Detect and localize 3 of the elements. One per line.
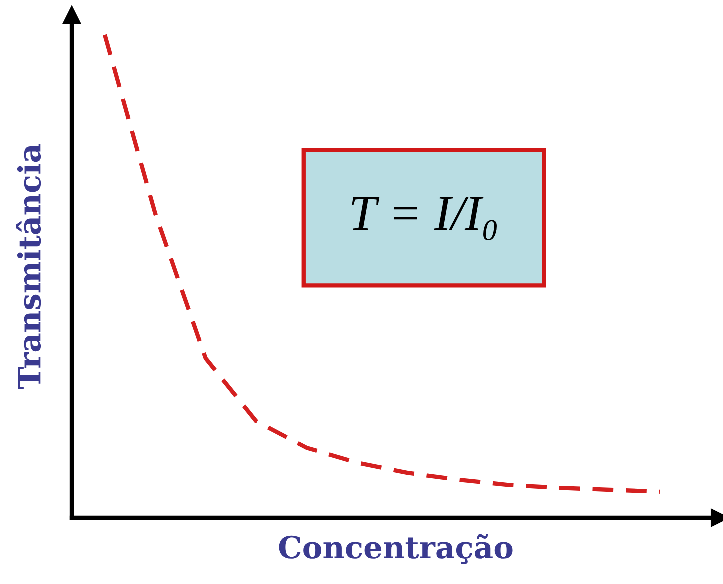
y-axis-title: Transmitância (16, 144, 42, 390)
x-axis-title: Concentração (279, 534, 513, 564)
annotation: T = I/I₀ (352, 197, 497, 241)
